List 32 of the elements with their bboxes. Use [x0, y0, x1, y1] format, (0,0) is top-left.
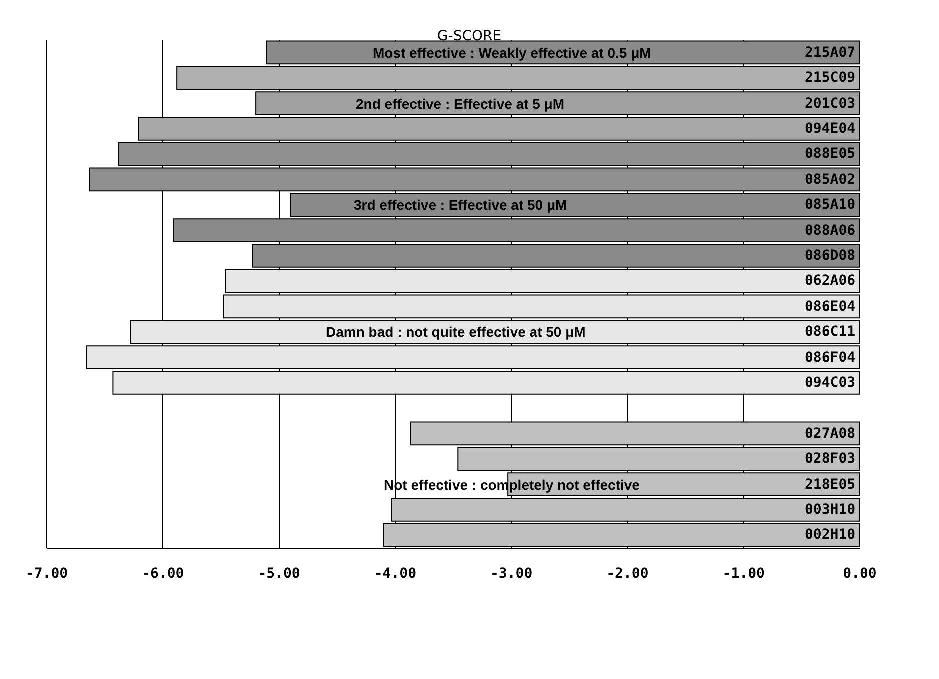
annotation: Damn bad : not quite effective at 50 μM [326, 324, 586, 340]
chart-title: G-SCORE [437, 28, 502, 44]
annotation: 2nd effective : Effective at 5 μM [356, 96, 565, 112]
x-tick-label: -2.00 [606, 566, 649, 582]
y-tick-label: 085A02 [805, 172, 856, 188]
y-tick-label: 003H10 [805, 502, 856, 518]
y-tick-label: 094E04 [805, 121, 856, 137]
y-tick-label: 062A06 [805, 273, 856, 289]
y-tick-label: 094C03 [805, 375, 856, 391]
y-tick-label: 085A10 [805, 197, 856, 213]
y-tick-label: 027A08 [805, 426, 856, 442]
x-tick-label: -3.00 [490, 566, 533, 582]
y-tick-label: 215C09 [805, 70, 856, 86]
y-tick-label: 086E04 [805, 299, 856, 315]
x-tick-label: -6.00 [142, 566, 184, 582]
x-tick-label: -5.00 [258, 566, 300, 582]
y-tick-label: 201C03 [805, 96, 856, 112]
y-tick-label: 215A07 [805, 45, 856, 61]
y-tick-label: 218E05 [805, 477, 856, 493]
x-tick-label: -1.00 [722, 566, 765, 582]
y-tick-label: 086D08 [805, 248, 856, 264]
y-tick-label: 086C11 [805, 324, 856, 340]
x-tick-label: -7.00 [26, 566, 68, 582]
y-tick-label: 028F03 [805, 451, 856, 467]
annotation: 3rd effective : Effective at 50 μM [354, 197, 568, 213]
x-tick-label: -4.00 [374, 566, 417, 582]
x-tick-label: 0.00 [843, 566, 877, 582]
y-tick-label: 088E05 [805, 146, 856, 162]
y-tick-label: 002H10 [805, 527, 856, 543]
annotation: Most effective : Weakly effective at 0.5 μM [373, 45, 652, 61]
y-tick-label: 088A06 [805, 223, 856, 239]
y-tick-label: 086F04 [805, 350, 856, 366]
